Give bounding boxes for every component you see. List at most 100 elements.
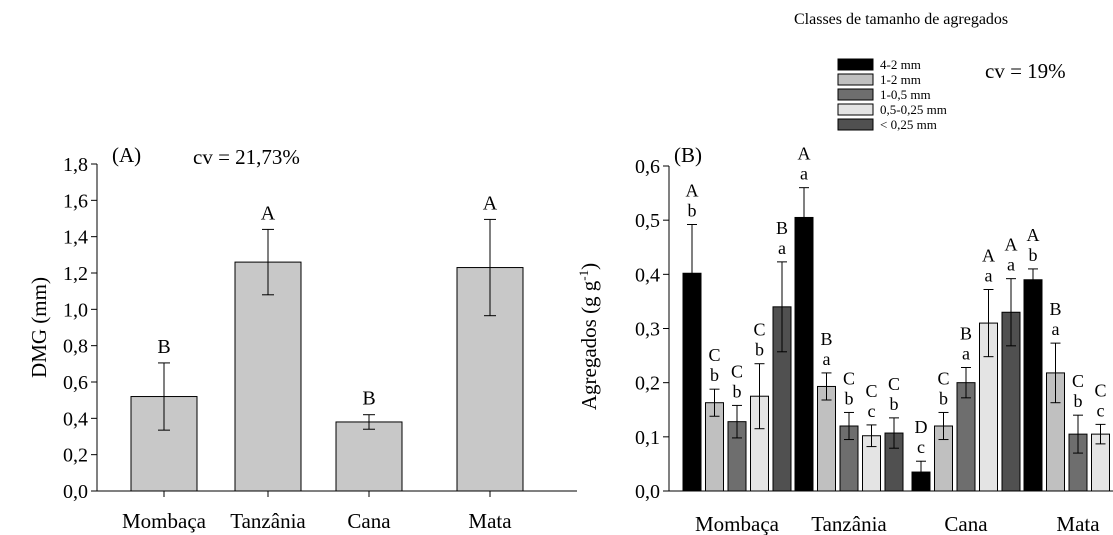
x-tick-label: Mata: [1056, 512, 1100, 535]
panel-a-label: (A): [112, 143, 141, 167]
x-tick-label: Cana: [347, 509, 391, 533]
y-axis-title: Agregados (g g-1): [576, 263, 601, 410]
significance-letter: B: [157, 336, 170, 358]
significance-letter-lower: b: [733, 381, 742, 401]
legend-label: 0,5-0,25 mm: [880, 102, 947, 117]
significance-letter-upper: A: [982, 246, 995, 266]
significance-letter-upper: A: [798, 144, 811, 164]
significance-letter-upper: B: [1049, 299, 1061, 319]
x-tick-label: Tanzânia: [230, 509, 306, 533]
significance-letter-lower: a: [962, 344, 970, 364]
significance-letter-upper: D: [915, 417, 928, 437]
significance-letter-upper: B: [960, 324, 972, 344]
y-tick-label: 0,0: [63, 481, 88, 503]
significance-letter-lower: b: [710, 365, 719, 385]
significance-letter-lower: a: [778, 238, 786, 258]
significance-letter-upper: C: [731, 361, 743, 381]
panel-b-label: (B): [674, 143, 702, 167]
significance-letter-upper: C: [843, 368, 855, 388]
legend-title: Classes de tamanho de agregados: [794, 11, 1008, 28]
panel-a-bars: B A B A: [130, 192, 524, 492]
y-axis-title-main: Agregados (g g: [577, 280, 601, 410]
significance-letter-lower: a: [823, 349, 831, 369]
significance-letter-lower: b: [688, 201, 697, 221]
significance-letter-upper: C: [937, 368, 949, 388]
y-tick-label: 0,6: [63, 372, 88, 394]
significance-letter-lower: b: [939, 388, 948, 408]
y-tick-label: 0,4: [63, 408, 88, 430]
significance-letter-upper: A: [1005, 235, 1018, 255]
legend-swatch: [837, 118, 874, 131]
significance-letter-lower: c: [1097, 400, 1105, 420]
significance-letter-lower: a: [800, 164, 808, 184]
legend-swatch: [837, 88, 874, 101]
legend-swatch: [837, 58, 874, 71]
panel-b-bars: bAbCbCbCaBaAaBbCcCbCcDbCaBaAaAbAaBbCcCbC: [682, 144, 1110, 492]
legend-label: 1-0,5 mm: [880, 87, 931, 102]
y-tick-label: 0,8: [63, 336, 88, 358]
significance-letter-lower: a: [1052, 319, 1060, 339]
bar: [1023, 279, 1043, 492]
y-tick-label: 0,3: [635, 319, 660, 341]
y-axis-title: DMG (mm): [27, 277, 51, 378]
x-tick-label: Mombaça: [695, 512, 780, 535]
y-tick-label: 1,2: [63, 263, 88, 285]
legend-label: 1-2 mm: [880, 72, 921, 87]
y-axis-title-end: ): [577, 263, 601, 270]
bar: [794, 216, 814, 492]
y-tick-label: 1,8: [63, 154, 88, 176]
y-tick-label: 0,6: [635, 156, 660, 178]
significance-letter-upper: A: [1027, 225, 1040, 245]
significance-letter-lower: c: [917, 437, 925, 457]
legend: 4-2 mm1-2 mm1-0,5 mm0,5-0,25 mm< 0,25 mm: [837, 57, 947, 132]
y-tick-label: 1,6: [63, 190, 88, 212]
significance-letter: A: [483, 192, 498, 214]
legend-swatch: [837, 73, 874, 86]
significance-letter-upper: B: [820, 329, 832, 349]
panel-a-cv-annotation: cv = 21,73%: [193, 145, 300, 169]
significance-letter-upper: A: [686, 181, 699, 201]
bar: [335, 421, 403, 492]
y-tick-label: 0,4: [635, 264, 660, 286]
legend-swatch: [837, 103, 874, 116]
y-axis-title-exponent: -1: [576, 270, 591, 281]
y-tick-label: 0,0: [635, 481, 660, 503]
panel-a-axes: 0,0 0,2 0,4 0,6 0,8 1,0 1,2 1,4 1,6 1,8 DMG (mm) Mo…: [27, 154, 577, 533]
x-tick-label: Tanzânia: [811, 512, 887, 535]
x-tick-label: Mombaça: [122, 509, 207, 533]
significance-letter: B: [362, 388, 375, 410]
significance-letter-lower: b: [755, 340, 764, 360]
legend-label: 4-2 mm: [880, 57, 921, 72]
y-tick-label: 0,2: [635, 373, 660, 395]
significance-letter-lower: a: [985, 266, 993, 286]
significance-letter-upper: C: [1094, 380, 1106, 400]
legend-label: < 0,25 mm: [880, 117, 937, 132]
x-tick-label: Mata: [468, 509, 512, 533]
significance-letter-lower: a: [1007, 255, 1015, 275]
panel-a-chart: 0,0 0,2 0,4 0,6 0,8 1,0 1,2 1,4 1,6 1,8 DMG (mm) Mo…: [27, 143, 577, 533]
y-tick-label: 0,5: [635, 210, 660, 232]
bar: [234, 261, 302, 492]
significance-letter: A: [261, 202, 276, 224]
significance-letter-lower: b: [1029, 245, 1038, 265]
y-tick-label: 1,0: [63, 299, 88, 321]
significance-letter-upper: B: [776, 218, 788, 238]
significance-letter-upper: C: [1072, 371, 1084, 391]
significance-letter-lower: c: [868, 401, 876, 421]
significance-letter-upper: C: [888, 374, 900, 394]
panel-b-chart: 0,0 0,1 0,2 0,3 0,4 0,5 0,6 Agregados (g g-1) Mo…: [576, 11, 1113, 535]
bar: [817, 385, 836, 492]
significance-letter-lower: b: [1074, 391, 1083, 411]
significance-letter-upper: C: [865, 381, 877, 401]
significance-letter-upper: C: [753, 320, 765, 340]
significance-letter-upper: C: [708, 345, 720, 365]
y-tick-label: 0,1: [635, 427, 660, 449]
y-tick-label: 0,2: [63, 445, 88, 467]
bar: [956, 382, 976, 492]
significance-letter-lower: b: [845, 388, 854, 408]
y-tick-label: 1,4: [63, 227, 88, 249]
significance-letter-lower: b: [890, 394, 899, 414]
panel-b-cv-annotation: cv = 19%: [985, 59, 1066, 83]
x-tick-label: Cana: [944, 512, 988, 535]
